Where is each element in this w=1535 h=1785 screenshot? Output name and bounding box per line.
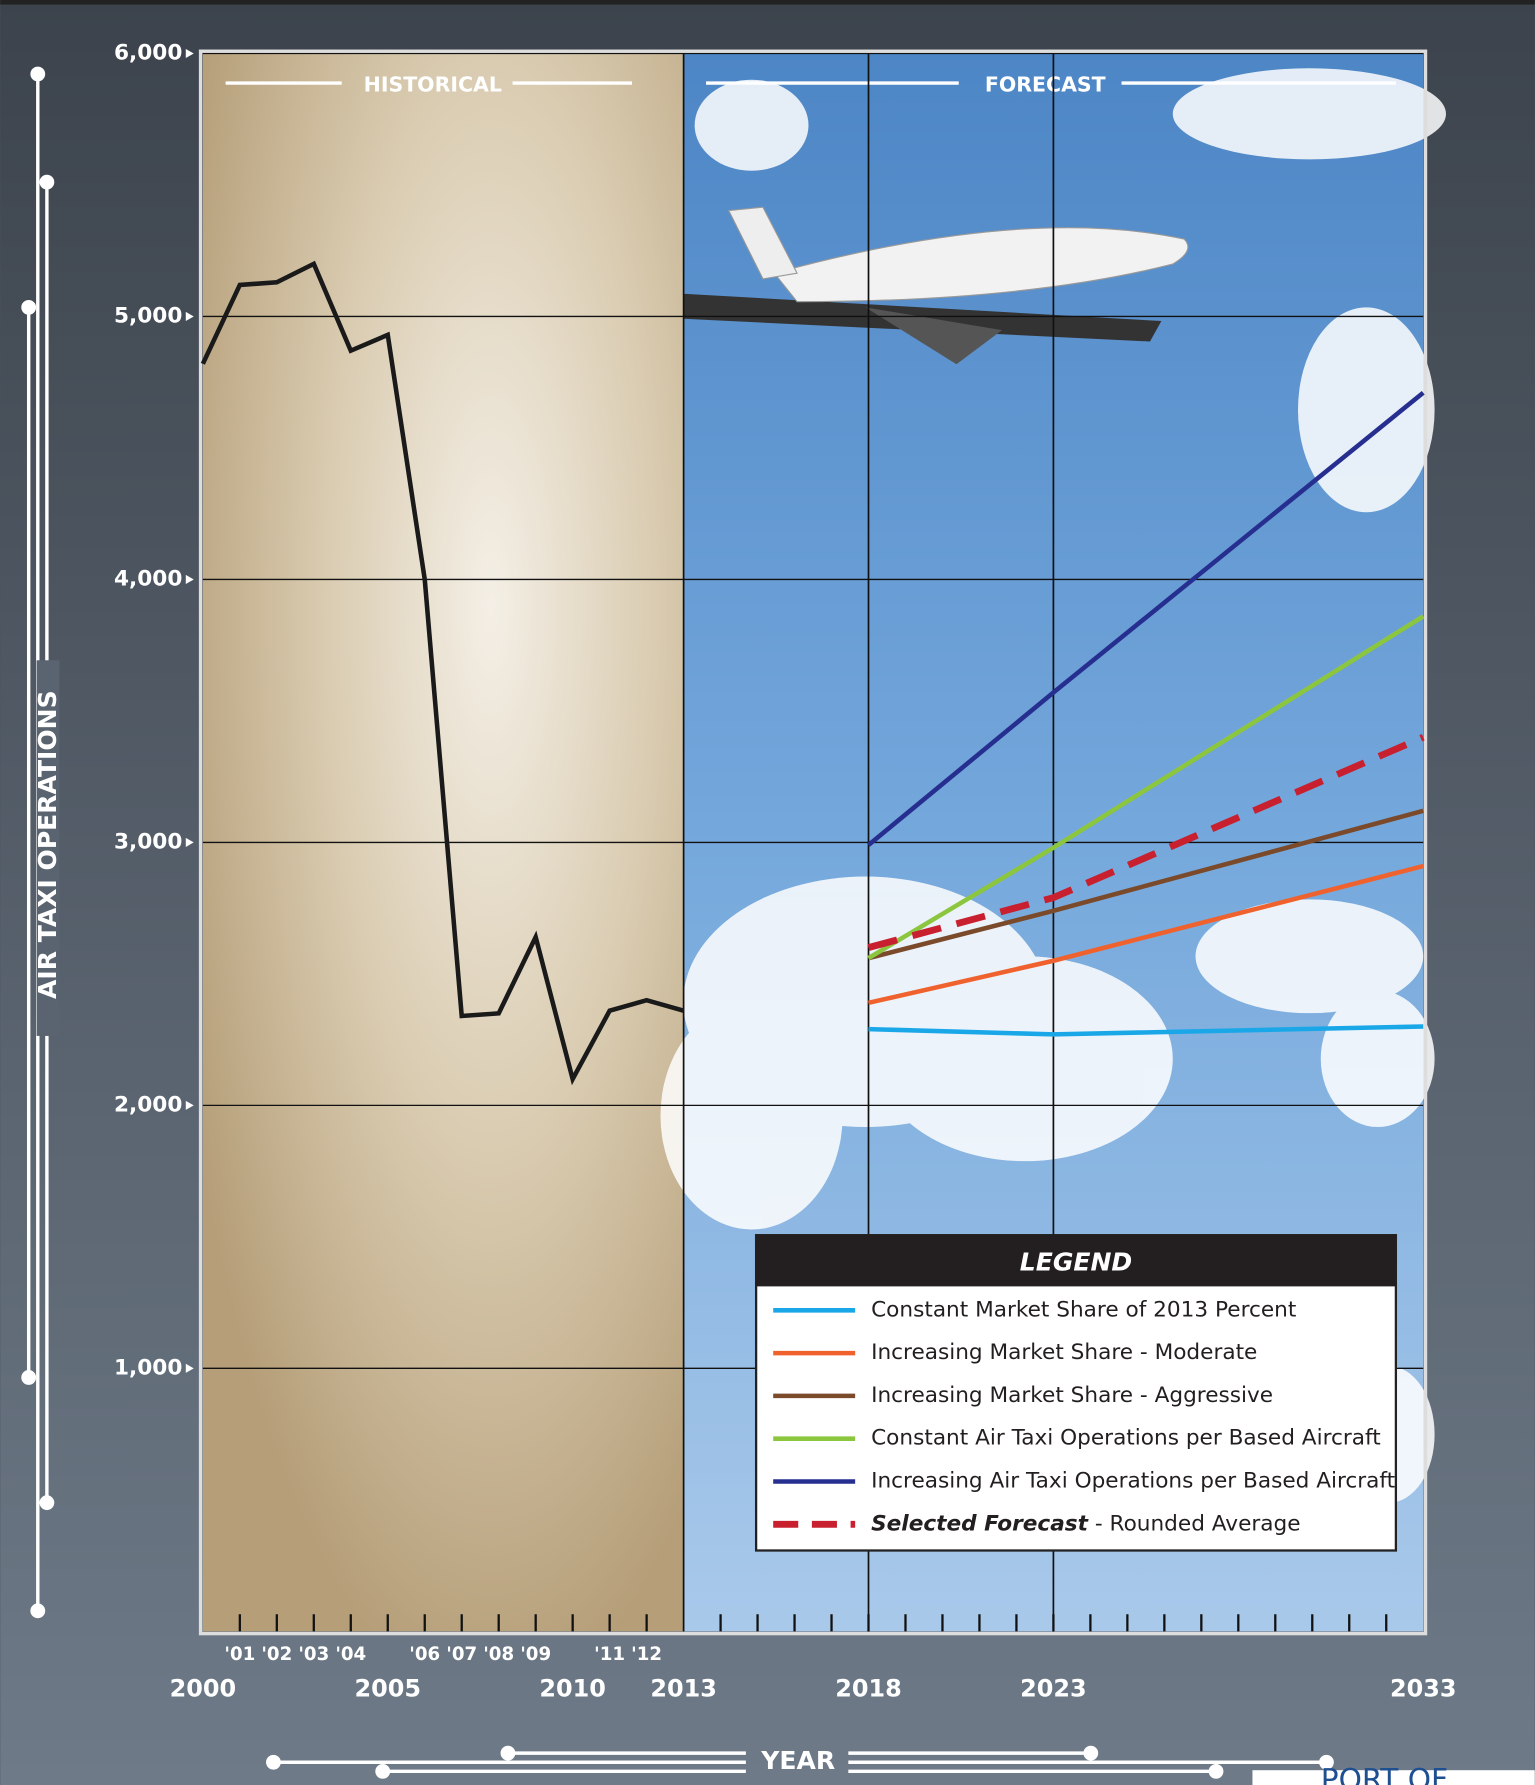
x-tick-label: 2013 bbox=[650, 1674, 717, 1702]
plot-border bbox=[198, 49, 1428, 1636]
series-line bbox=[868, 863, 1424, 1006]
legend-label: Constant Market Share of 2013 Percent bbox=[871, 1297, 1296, 1322]
y-tick-arrow bbox=[185, 311, 194, 322]
x-minor-tick-label: '09 bbox=[520, 1644, 551, 1665]
y-tick-label: 1,000 bbox=[114, 1355, 182, 1380]
ylabel-backdrop bbox=[36, 660, 60, 1036]
x-tick-label: 2018 bbox=[835, 1674, 902, 1702]
x-minor-tick-label: '11 bbox=[594, 1644, 625, 1665]
legend-header bbox=[756, 1235, 1396, 1287]
x-axis-label: YEAR bbox=[760, 1746, 835, 1775]
y-axis-label: AIR TAXI OPERATIONS bbox=[33, 690, 62, 999]
y-tick-arrow bbox=[185, 837, 194, 847]
y-tick-label: 6,000 bbox=[114, 41, 182, 66]
x-tick-label: 2010 bbox=[539, 1674, 606, 1702]
y-tick-arrow bbox=[185, 1363, 194, 1373]
legend-label: Constant Air Taxi Operations per Based A… bbox=[871, 1426, 1381, 1451]
x-tick-label: 2033 bbox=[1390, 1674, 1457, 1702]
logo-box bbox=[1252, 1770, 1535, 1785]
series-line bbox=[200, 260, 685, 1086]
x-minor-tick-label: '01 bbox=[224, 1644, 255, 1665]
series-line bbox=[867, 614, 1425, 961]
legend-title: LEGEND bbox=[1020, 1248, 1132, 1277]
historical-label: HISTORICAL bbox=[364, 72, 502, 96]
y-tick-label: 4,000 bbox=[114, 566, 182, 591]
legend-label: Increasing Market Share - Moderate bbox=[871, 1340, 1257, 1365]
series-line bbox=[867, 734, 1425, 951]
x-minor-tick-label: '07 bbox=[446, 1644, 477, 1665]
x-tick-label: 2000 bbox=[170, 1674, 237, 1702]
logo: PORT OF bbox=[1321, 1763, 1448, 1785]
top-border bbox=[0, 0, 1535, 5]
x-minor-tick-label: '03 bbox=[298, 1644, 329, 1665]
x-minor-tick-label: '12 bbox=[631, 1644, 662, 1665]
legend-label: Increasing Market Share - Aggressive bbox=[871, 1383, 1273, 1408]
series-line bbox=[868, 1024, 1424, 1037]
y-tick-label: 3,000 bbox=[114, 829, 182, 854]
x-minor-tick-label: '04 bbox=[335, 1644, 366, 1665]
x-tick-label: 2023 bbox=[1020, 1674, 1087, 1702]
x-minor-tick-label: '08 bbox=[483, 1644, 514, 1665]
plot: 1,000 2,000 3,000 4,000 5,000 6,000 2000 2005 20… bbox=[114, 41, 1456, 1703]
y-tick-arrow bbox=[185, 574, 194, 584]
series-line bbox=[867, 390, 1425, 847]
y-tick-label: 5,000 bbox=[114, 303, 182, 328]
x-minor-tick-label: '02 bbox=[261, 1644, 292, 1665]
x-tick-label: 2005 bbox=[355, 1674, 422, 1702]
legend-label: Increasing Air Taxi Operations per Based… bbox=[871, 1469, 1395, 1494]
y-tick-arrow bbox=[185, 1100, 194, 1110]
legend-box bbox=[754, 1234, 1398, 1552]
forecast-label: FORECAST bbox=[985, 72, 1106, 96]
series-line bbox=[867, 808, 1424, 961]
x-minor-tick-label: '06 bbox=[409, 1644, 440, 1665]
jet bbox=[683, 206, 1189, 365]
y-tick-label: 2,000 bbox=[114, 1092, 182, 1117]
legend-label: Selected Forecast - Rounded Average bbox=[871, 1511, 1300, 1536]
y-tick-arrow bbox=[185, 48, 194, 59]
